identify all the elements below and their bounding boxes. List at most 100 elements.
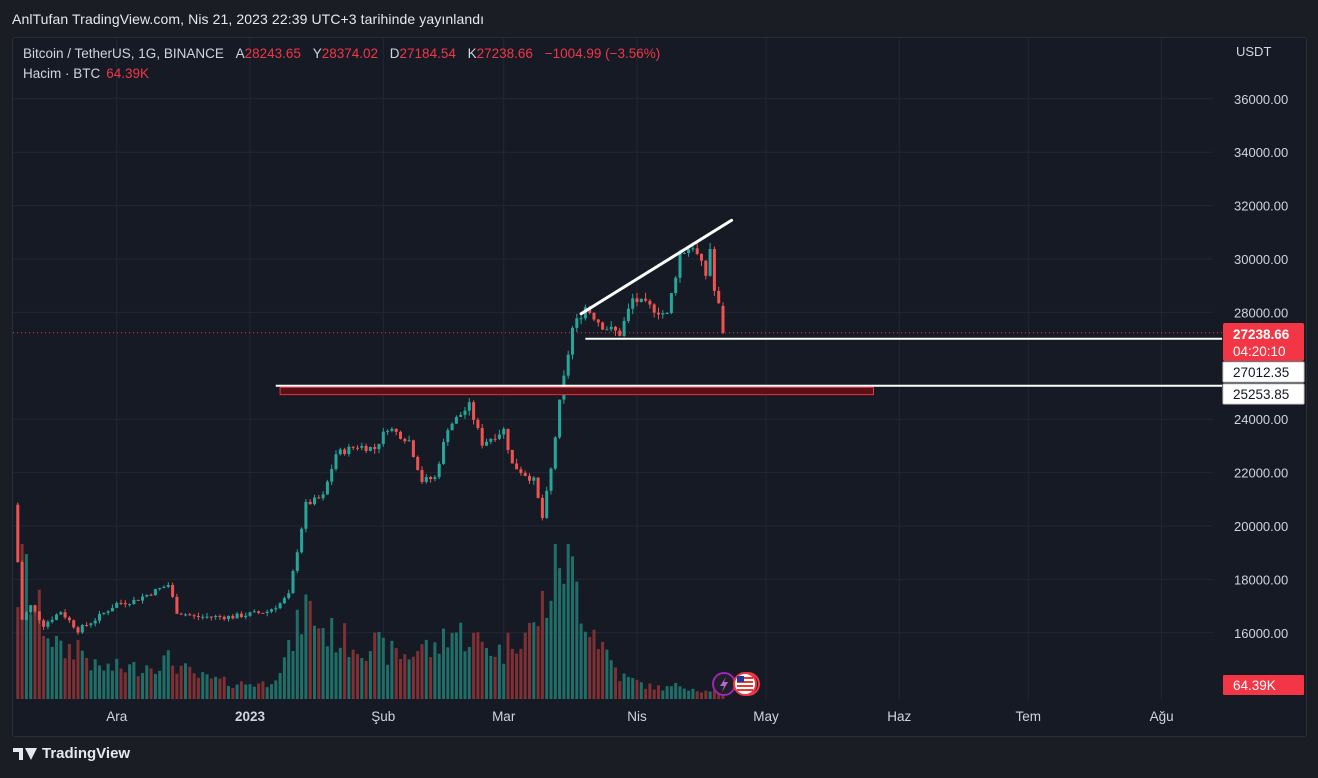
- candle-body: [424, 476, 428, 482]
- candle-body: [613, 326, 618, 331]
- candle-body: [269, 609, 274, 612]
- grid: [13, 38, 1213, 700]
- drawings[interactable]: [13, 218, 1222, 696]
- volume-value: 64.39K: [106, 66, 150, 81]
- currency-label: USDT: [1236, 44, 1271, 59]
- candle-body: [304, 501, 308, 529]
- candle-body: [300, 528, 304, 553]
- volume-bar: [398, 659, 403, 699]
- candle-body: [317, 497, 321, 499]
- volume-bar: [265, 687, 269, 699]
- volume-bar: [132, 661, 136, 699]
- x-tick-label: 2023: [235, 709, 266, 724]
- volume-bar: [721, 695, 725, 699]
- volume-bar: [93, 659, 97, 699]
- volume-label[interactable]: Hacim · BTC: [23, 66, 101, 81]
- candle-body: [106, 611, 110, 613]
- volume-bar: [72, 659, 76, 699]
- volume-bar: [588, 637, 592, 699]
- volume-bar: [665, 686, 669, 699]
- candle-body: [502, 428, 506, 435]
- candle-body: [321, 494, 325, 499]
- volume-bar: [50, 646, 54, 699]
- x-tick-label: Nis: [627, 709, 647, 724]
- volume-bar: [437, 653, 441, 699]
- volume-bar: [416, 651, 420, 699]
- candle-body: [54, 614, 59, 620]
- candle-body: [536, 477, 540, 498]
- candle-body: [368, 447, 372, 451]
- candle-body: [699, 253, 704, 261]
- candle-body: [140, 596, 145, 601]
- volume-bar: [459, 622, 463, 699]
- volume-bar: [433, 642, 437, 699]
- candle-body: [166, 585, 170, 587]
- candle-body: [158, 588, 162, 590]
- candle-body: [123, 603, 127, 605]
- volume-bar: [656, 685, 661, 699]
- candle-body: [682, 252, 686, 254]
- volume-bar: [33, 606, 37, 699]
- volume-bar: [506, 632, 510, 699]
- y-tick-label: 28000.00: [1234, 305, 1288, 320]
- candle-body: [540, 497, 544, 518]
- candle-body: [674, 277, 678, 294]
- volume-bar: [545, 617, 549, 699]
- volume-bar: [282, 657, 286, 699]
- volume-bar: [278, 672, 282, 699]
- candle-body: [416, 456, 420, 471]
- candle-body: [407, 440, 411, 442]
- symbol-name[interactable]: Bitcoin / TetherUS, 1G, BINANCE: [23, 46, 224, 61]
- candle-body: [261, 612, 265, 614]
- volume-bar: [235, 684, 239, 699]
- tradingview-logo[interactable]: TradingView: [13, 745, 130, 762]
- candle-body: [226, 615, 231, 620]
- volume-bar: [553, 544, 557, 699]
- candle-body: [549, 468, 553, 491]
- volume-bar: [287, 640, 291, 699]
- candle-body: [33, 605, 37, 612]
- volume-bar: [536, 626, 540, 699]
- x-tick-label: Şub: [371, 709, 395, 724]
- volume-bar: [46, 638, 50, 699]
- candle-body: [209, 616, 213, 618]
- candle-body: [360, 445, 364, 448]
- volume-bar: [110, 670, 114, 699]
- volume-bar: [54, 635, 59, 699]
- volume-bar: [708, 691, 712, 699]
- candle-body: [652, 304, 656, 313]
- volume-bar: [24, 554, 28, 699]
- candle-body: [145, 594, 149, 597]
- candle-body: [661, 313, 665, 315]
- candle-body: [179, 613, 183, 615]
- volume-bar: [321, 628, 325, 699]
- candle-body: [523, 472, 527, 476]
- candle-body: [575, 318, 579, 328]
- candle-body: [708, 249, 712, 276]
- low-value: 27184.54: [399, 46, 456, 61]
- volume-bar: [29, 614, 33, 699]
- volume-bar: [373, 632, 377, 699]
- candle-body: [381, 431, 385, 444]
- volume-bar: [222, 676, 226, 699]
- candle-body: [282, 598, 286, 604]
- volume-bar: [162, 655, 166, 699]
- volume-bar: [390, 640, 394, 699]
- volume-bar: [300, 634, 304, 699]
- volume-bar: [252, 686, 256, 699]
- candle-body: [463, 410, 467, 415]
- candle-body: [97, 613, 102, 621]
- volume-bar: [308, 600, 312, 699]
- volume-bar: [317, 628, 321, 699]
- candle-body: [343, 449, 347, 454]
- candle-body: [355, 447, 360, 449]
- volume-bar: [463, 651, 467, 699]
- candle-body: [244, 615, 248, 618]
- volume-bar: [476, 632, 480, 699]
- volume-bar: [527, 622, 532, 699]
- candle-body: [231, 615, 235, 619]
- us-flag-icon-stripe: [737, 685, 753, 687]
- volume-bar: [424, 639, 428, 699]
- candle-body: [553, 437, 557, 469]
